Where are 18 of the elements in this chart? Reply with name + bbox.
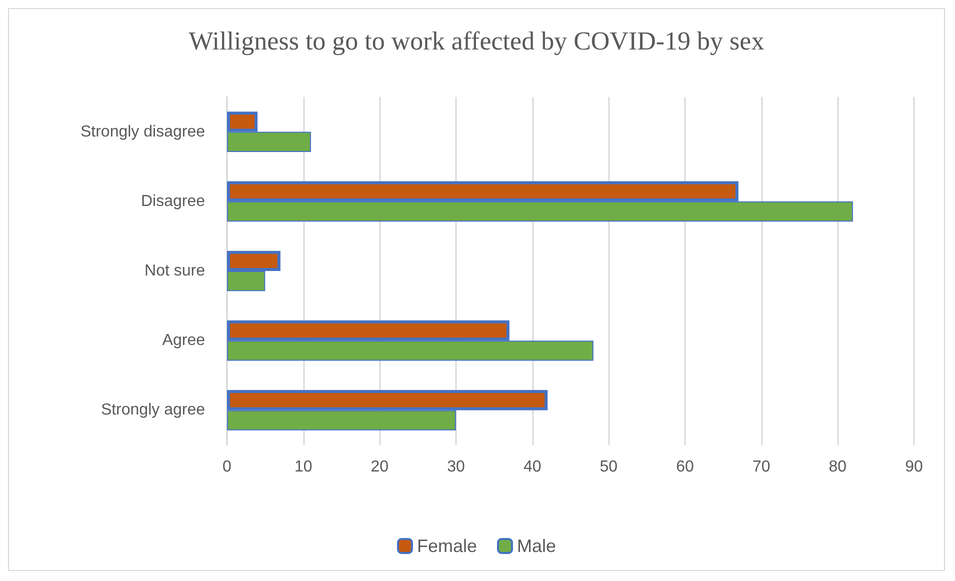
x-tick-label: 40 (523, 458, 542, 476)
legend-label: Female (416, 536, 478, 556)
x-tick-label: 10 (294, 458, 312, 476)
y-tick-label: Disagree (140, 192, 206, 210)
x-tick-label: 0 (222, 458, 232, 476)
y-tick-label: Strongly disagree (80, 123, 206, 140)
x-tick-label: 80 (828, 458, 847, 476)
chart-title: Willigness to go to work affected by COVID-19 by sex (188, 26, 764, 56)
x-tick-label: 30 (447, 458, 465, 476)
x-tick-label: 70 (752, 458, 770, 476)
legend-label: Male (517, 536, 556, 556)
x-tick-label: 90 (905, 458, 923, 476)
y-tick-label: Not sure (144, 262, 206, 280)
x-tick-label: 50 (600, 458, 618, 476)
x-tick-label: 20 (370, 458, 389, 476)
y-tick-label: Strongly agree (100, 402, 206, 419)
x-tick-label: 60 (676, 458, 694, 476)
y-tick-label: Agree (162, 332, 206, 350)
